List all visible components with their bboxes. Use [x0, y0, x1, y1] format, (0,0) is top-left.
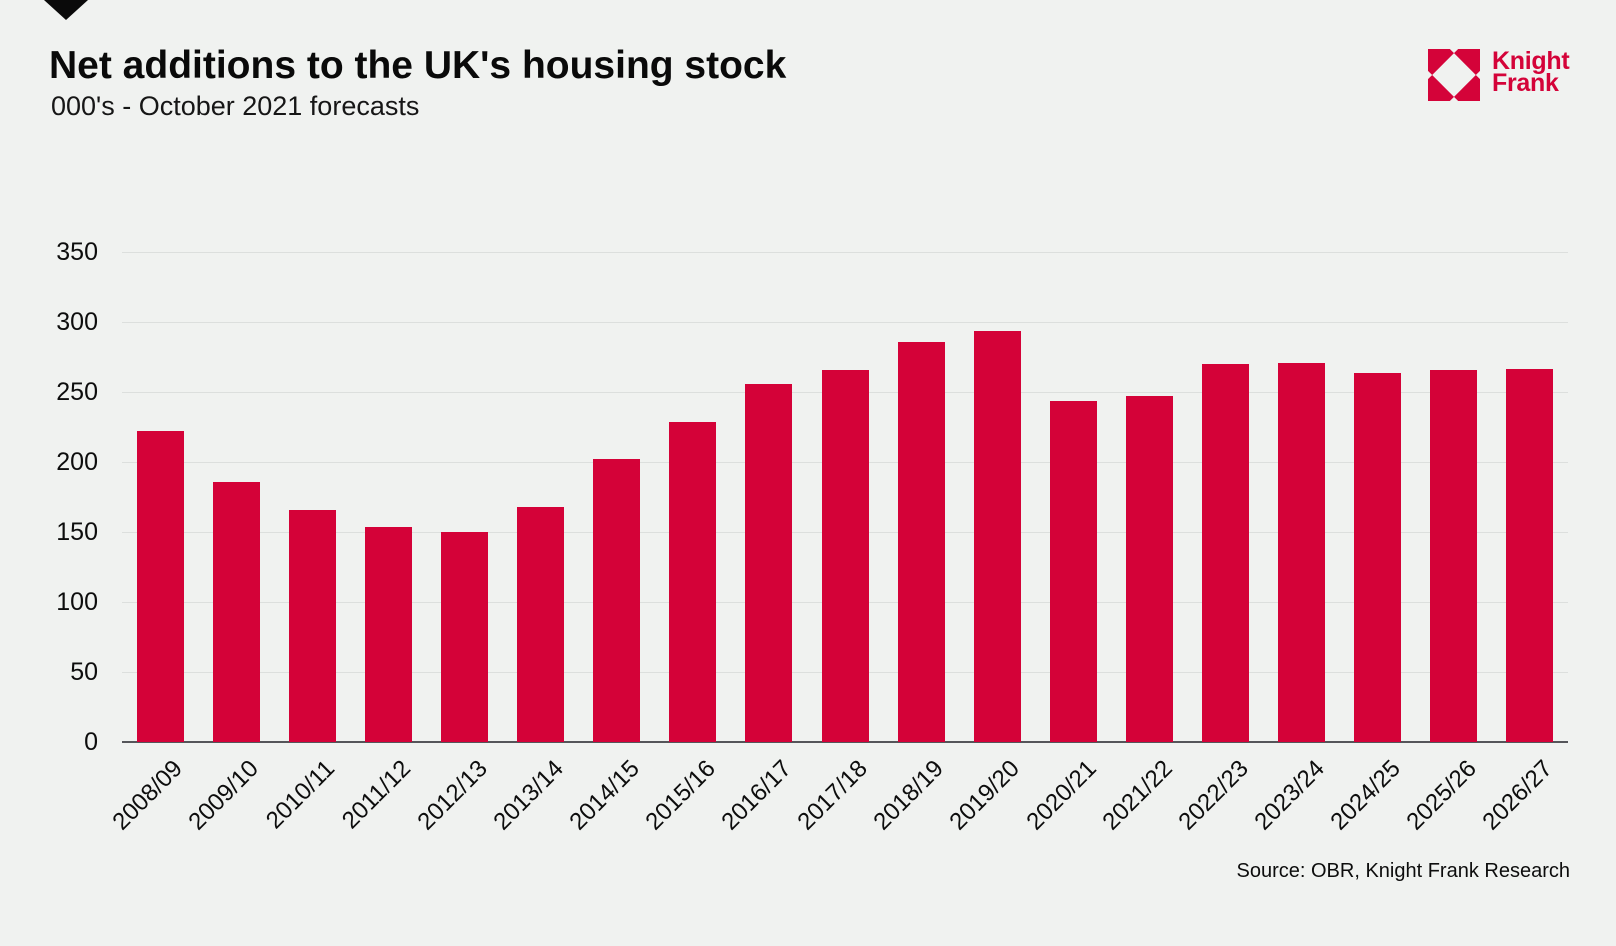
gridline [122, 252, 1568, 254]
bar-2017-18 [821, 369, 869, 742]
bar-2021-22 [1125, 396, 1173, 742]
x-axis-line [122, 741, 1568, 743]
x-axis-tick-text: 2017/18 [792, 755, 874, 836]
x-axis-tick-text: 2011/12 [337, 755, 417, 835]
page-subtitle: 000's - October 2021 forecasts [51, 91, 420, 121]
bar-2020-21 [1049, 400, 1097, 742]
logo-word-knight: Knight [1492, 47, 1570, 75]
bar-2022-23 [1202, 364, 1250, 742]
logo-word-frank: Frank [1492, 69, 1559, 97]
x-axis-tick-text: 2020/21 [1020, 755, 1102, 836]
knight-frank-wordmark: Knight Frank [1492, 47, 1570, 97]
x-axis-tick-text: 2018/19 [868, 755, 950, 836]
y-axis-tick-label: 150 [56, 518, 98, 547]
x-axis-tick-text: 2019/20 [944, 755, 1026, 836]
y-axis-tick-label: 350 [56, 238, 98, 267]
x-axis-tick-text: 2021/22 [1097, 755, 1178, 836]
x-axis-tick-text: 2022/23 [1173, 755, 1254, 836]
knight-frank-diamond-icon [1428, 49, 1480, 101]
x-axis-tick-text: 2014/15 [564, 755, 645, 836]
bar-2019-20 [973, 330, 1021, 742]
bar-2011-12 [364, 526, 412, 742]
knight-frank-logo: Knight Frank [1428, 47, 1570, 101]
x-axis-tick-text: 2008/09 [107, 755, 189, 836]
bar-2015-16 [669, 421, 717, 742]
x-axis-tick-text: 2012/13 [412, 755, 493, 836]
y-axis-tick-label: 300 [56, 308, 98, 337]
bar-2016-17 [745, 383, 793, 742]
x-axis-tick-text: 2023/24 [1249, 755, 1330, 836]
x-axis-tick-text: 2025/26 [1401, 755, 1482, 836]
bar-2023-24 [1278, 362, 1326, 742]
source-note: Source: OBR, Knight Frank Research [1236, 860, 1570, 882]
bar-2008-09 [136, 431, 184, 742]
x-axis-tick-text: 2016/17 [716, 755, 797, 836]
bar-2013-14 [517, 506, 565, 742]
bar-2014-15 [593, 459, 641, 742]
plot-area [122, 230, 1568, 743]
bar-2026-27 [1506, 368, 1554, 742]
x-axis-tick-text: 2009/10 [183, 755, 265, 836]
gridline [122, 322, 1568, 324]
bar-2018-19 [897, 341, 945, 742]
x-axis-tick-text: 2026/27 [1477, 755, 1559, 836]
x-axis-tick-text: 2010/11 [261, 755, 341, 835]
bar-2025-26 [1430, 369, 1478, 742]
bar-2024-25 [1354, 372, 1402, 742]
x-axis-tick-text: 2015/16 [640, 755, 721, 836]
x-axis-tick-text: 2013/14 [488, 755, 569, 836]
y-axis-tick-label: 50 [70, 658, 98, 687]
page-title: Net additions to the UK's housing stock [49, 44, 787, 87]
corner-arrow-icon [44, 0, 88, 20]
y-axis-tick-label: 250 [56, 378, 98, 407]
bar-2009-10 [212, 481, 260, 742]
y-axis-tick-label: 0 [84, 728, 98, 756]
y-axis-tick-label: 100 [56, 588, 98, 617]
y-axis-tick-label: 200 [56, 448, 98, 477]
x-axis-tick-text: 2024/25 [1325, 755, 1406, 836]
bar-2010-11 [288, 509, 336, 742]
bar-2012-13 [440, 532, 488, 742]
